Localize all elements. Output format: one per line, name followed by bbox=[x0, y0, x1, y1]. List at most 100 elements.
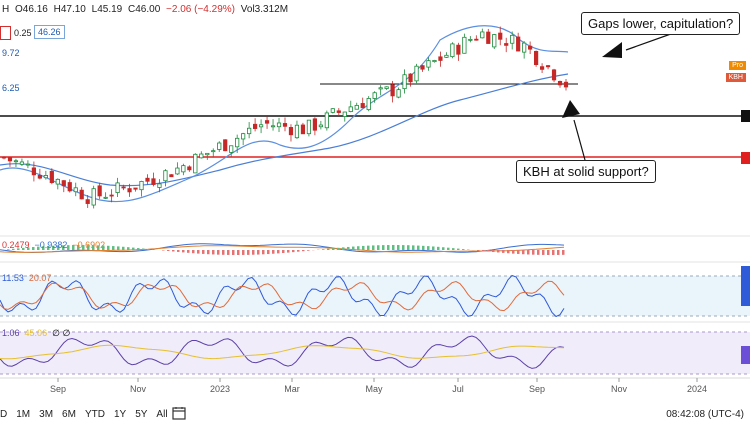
candle-body bbox=[312, 118, 317, 131]
pro-badge[interactable]: Pro bbox=[729, 61, 746, 70]
candle-body bbox=[7, 157, 13, 162]
candle-body bbox=[211, 150, 216, 153]
candle-body bbox=[85, 199, 90, 204]
macd-bar bbox=[302, 250, 305, 252]
macd-bar bbox=[177, 250, 180, 252]
candle-body bbox=[408, 73, 413, 83]
macd-bar bbox=[347, 246, 350, 250]
macd-bar bbox=[172, 250, 175, 252]
macd-bar bbox=[292, 250, 295, 253]
macd-bar bbox=[72, 245, 75, 250]
macd-bar bbox=[272, 250, 275, 254]
macd-v3: −0.6902 bbox=[72, 240, 106, 250]
macd-bar bbox=[367, 245, 370, 250]
candle-body bbox=[426, 60, 431, 68]
candle-body bbox=[402, 74, 407, 90]
change-value: −2.06 (−4.29%) bbox=[166, 4, 235, 15]
range-button-ytd[interactable]: YTD bbox=[84, 409, 105, 420]
candle-body bbox=[13, 160, 19, 163]
candle-body bbox=[551, 69, 557, 81]
candle-body bbox=[468, 38, 473, 41]
candle-body bbox=[103, 196, 108, 199]
candle-body bbox=[318, 124, 323, 128]
macd-bar bbox=[412, 245, 415, 250]
macd-bar bbox=[457, 248, 460, 250]
macd-bar bbox=[447, 247, 450, 250]
candle-body bbox=[253, 123, 258, 129]
macd-bar bbox=[452, 248, 455, 250]
macd-bar bbox=[417, 245, 420, 250]
macd-bar bbox=[167, 250, 170, 251]
macd-bar bbox=[117, 246, 120, 250]
candle-body bbox=[294, 124, 300, 139]
candle-body bbox=[539, 66, 545, 70]
ohlc-readout: H O46.16 H47.10 L45.19 C46.00 −2.06 (−4.… bbox=[2, 4, 291, 15]
candle-body bbox=[217, 142, 222, 150]
macd-bar bbox=[187, 250, 190, 253]
bottom-toolbar: D 1M 3M 6M YTD 1Y 5Y All 08:42:08 (UTC-4) bbox=[0, 400, 750, 430]
rsi-v1: 1.06 bbox=[2, 328, 20, 338]
value-d: 6.25 bbox=[2, 83, 20, 93]
value-box[interactable]: 46.26 bbox=[34, 25, 65, 39]
candle-body bbox=[145, 177, 150, 182]
candle-body bbox=[330, 108, 335, 113]
macd-bar bbox=[322, 249, 325, 250]
macd-bar bbox=[377, 245, 380, 250]
macd-bar bbox=[327, 248, 330, 250]
macd-bar bbox=[132, 247, 135, 250]
range-button-all[interactable]: All bbox=[156, 409, 168, 420]
macd-bar bbox=[17, 248, 20, 250]
candle-body bbox=[432, 60, 437, 63]
range-button-6m[interactable]: 6M bbox=[62, 409, 76, 420]
macd-bar bbox=[282, 250, 285, 253]
candle-body bbox=[109, 194, 114, 197]
macd-values: 0.2479 −0.9382 −0.6902 bbox=[2, 240, 105, 250]
candle-body bbox=[462, 36, 467, 54]
macd-bar bbox=[22, 247, 25, 250]
macd-bar bbox=[397, 245, 400, 250]
x-tick-label: Mar bbox=[284, 384, 300, 394]
x-tick-label: 2023 bbox=[210, 384, 230, 394]
macd-bar bbox=[67, 245, 70, 250]
rsi-badge bbox=[741, 346, 750, 364]
candle-body bbox=[175, 167, 180, 175]
stoch-values: 11.53 20.07 bbox=[2, 273, 51, 283]
macd-bar bbox=[262, 250, 265, 255]
range-button-5y[interactable]: 5Y bbox=[135, 409, 148, 420]
macd-bar bbox=[52, 245, 55, 250]
macd-bar bbox=[267, 250, 270, 255]
arrow-top-head bbox=[602, 42, 622, 58]
volume-value: Vol3.312M bbox=[240, 4, 289, 15]
macd-bar bbox=[422, 245, 425, 250]
macd-bar bbox=[352, 246, 355, 250]
macd-bar bbox=[237, 250, 240, 255]
macd-bar bbox=[442, 247, 445, 250]
candle-body bbox=[528, 45, 533, 50]
calendar-icon[interactable] bbox=[172, 406, 186, 420]
candle-body bbox=[31, 167, 36, 176]
macd-bar bbox=[82, 245, 85, 250]
macd-bar bbox=[12, 248, 15, 250]
candle-body bbox=[456, 44, 461, 55]
macd-signal bbox=[0, 245, 565, 253]
candle-body bbox=[61, 180, 66, 187]
kbh-badge[interactable]: KBH bbox=[725, 73, 746, 82]
range-button-1m[interactable]: 1M bbox=[16, 409, 31, 420]
macd-bar bbox=[557, 250, 560, 255]
candle-body bbox=[396, 89, 401, 98]
rsi-band bbox=[0, 332, 750, 374]
x-tick-label: Sep bbox=[50, 384, 66, 394]
range-button-3m[interactable]: 3M bbox=[39, 409, 54, 420]
macd-bar bbox=[562, 250, 565, 255]
candle-body bbox=[223, 139, 228, 152]
candle-body bbox=[372, 92, 377, 99]
range-button-d[interactable]: D bbox=[0, 409, 8, 420]
stoch-v2: 20.07 bbox=[28, 273, 52, 283]
range-button-1y[interactable]: 1Y bbox=[113, 409, 127, 420]
candle-body bbox=[342, 111, 347, 117]
red-badge bbox=[741, 152, 750, 164]
macd-bar bbox=[217, 250, 220, 255]
macd-bar bbox=[487, 250, 490, 252]
red-value-box bbox=[0, 26, 11, 40]
